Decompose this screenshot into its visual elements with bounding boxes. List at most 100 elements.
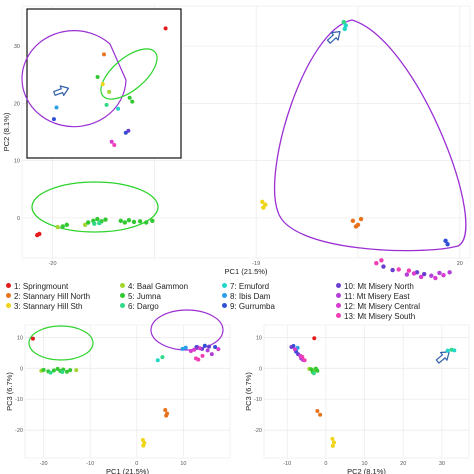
data-point (330, 443, 335, 448)
inset-zoom (21, 8, 182, 159)
x-tick-label: 10 (180, 461, 186, 467)
plot-area (24, 324, 231, 459)
legend-item: 1: Springmount (6, 282, 68, 292)
data-point (445, 242, 450, 247)
data-point (144, 220, 149, 225)
data-point (341, 19, 346, 25)
inset-data-point (95, 75, 100, 80)
legend-label: 13: Mt Misery South (344, 312, 416, 321)
data-point (207, 344, 212, 349)
y-tick-label: 20 (14, 101, 20, 107)
panel-pc1-pc3: -20 -10 0 10 -20 -10 0 10 PC1 (21.5%) PC3 (6.7%) (5, 309, 231, 474)
data-point (302, 358, 307, 363)
data-point (202, 343, 207, 348)
legend-swatch (336, 313, 341, 318)
legend-label: 6: Dargo (128, 302, 159, 311)
data-point (437, 270, 442, 276)
legend-item: 8: Ibis Dam (222, 292, 270, 302)
data-point (406, 268, 412, 273)
legend-item: 2: Stannary Hill North (6, 292, 90, 302)
inset-data-point (127, 95, 132, 100)
data-point (60, 224, 65, 229)
x-tick-label: -20 (40, 461, 48, 467)
x-tick-label: -10 (86, 461, 94, 467)
x-axis-label: PC1 (21.5%) (225, 267, 268, 276)
legend-swatch (336, 293, 341, 298)
y-tick-label: -10 (254, 397, 262, 403)
data-point (452, 348, 457, 353)
legend-item: 6: Dargo (120, 302, 159, 312)
x-tick-label: -10 (283, 461, 291, 467)
x-axis-label: PC1 (21.5%) (106, 467, 149, 474)
data-point (312, 336, 317, 341)
legend-label: 12: Mt Misery Central (344, 302, 421, 311)
legend-item: 3: Stannary Hill Sth (6, 302, 82, 312)
data-point (374, 260, 379, 266)
data-point (97, 220, 102, 226)
legend-label: 5: Jumna (128, 292, 161, 301)
y-axis-label: PC2 (8.1%) (2, 112, 11, 151)
y-axis-label: PC3 (6.7%) (5, 372, 14, 411)
data-point (411, 271, 417, 276)
legend-label: 11: Mt Misery East (344, 292, 410, 301)
legend-item: 11: Mt Misery East (336, 292, 410, 302)
data-point (137, 219, 143, 224)
inset-data-point (112, 143, 117, 148)
arrow-icon (435, 351, 450, 364)
data-point (213, 344, 218, 349)
data-point (103, 217, 108, 222)
data-point (155, 358, 160, 363)
legend: 1: Springmount 2: Stannary Hill North 3: S… (0, 282, 474, 324)
data-point (64, 369, 69, 374)
data-point (300, 354, 305, 359)
y-tick-label: 0 (17, 216, 20, 222)
legend-item: 12: Mt Misery Central (336, 302, 420, 312)
data-point (55, 366, 60, 371)
data-point (342, 26, 347, 32)
y-tick-label: 30 (14, 44, 20, 50)
cluster-ellipse-green (28, 325, 94, 361)
inset-data-point (163, 26, 168, 31)
legend-swatch (6, 303, 11, 308)
panel-pc1-pc2: -20 -19 20 0 10 20 30 PC1 (21.5%) PC2 (8.1%) (2, 5, 471, 281)
data-point (311, 371, 316, 376)
legend-swatch (336, 303, 341, 308)
data-point (261, 205, 266, 210)
legend-swatch (120, 293, 125, 298)
legend-swatch (120, 283, 125, 288)
legend-swatch (222, 303, 227, 308)
data-point (200, 353, 205, 358)
legend-swatch (6, 283, 11, 288)
legend-item: 13: Mt Misery South (336, 312, 415, 322)
data-point (332, 440, 337, 445)
y-tick-label: 10 (17, 335, 23, 341)
data-point (122, 220, 128, 225)
inset-data-point (116, 106, 121, 111)
data-point (209, 352, 214, 357)
legend-label: 7: Emuford (230, 282, 270, 291)
data-point (51, 368, 56, 373)
data-point (160, 355, 165, 360)
data-point (445, 348, 450, 353)
legend-swatch (222, 283, 227, 288)
data-point (131, 219, 137, 225)
inset-data-point (100, 82, 105, 87)
data-point (343, 23, 348, 28)
data-point (197, 346, 202, 351)
legend-label: 1: Springmount (14, 282, 69, 291)
inset-data-point (54, 105, 59, 110)
data-point (37, 231, 42, 237)
data-point (41, 367, 46, 372)
inset-cluster-ellipse-green (100, 48, 158, 100)
data-point (353, 224, 359, 229)
cluster-ellipse-green (31, 181, 159, 233)
data-point (330, 436, 335, 441)
legend-item: 4: Baal Gammon (120, 282, 188, 292)
data-point (92, 221, 97, 226)
legend-item: 9: Gurrumba (222, 302, 275, 312)
data-point (429, 273, 434, 278)
data-point (289, 344, 294, 349)
data-point (141, 443, 146, 448)
